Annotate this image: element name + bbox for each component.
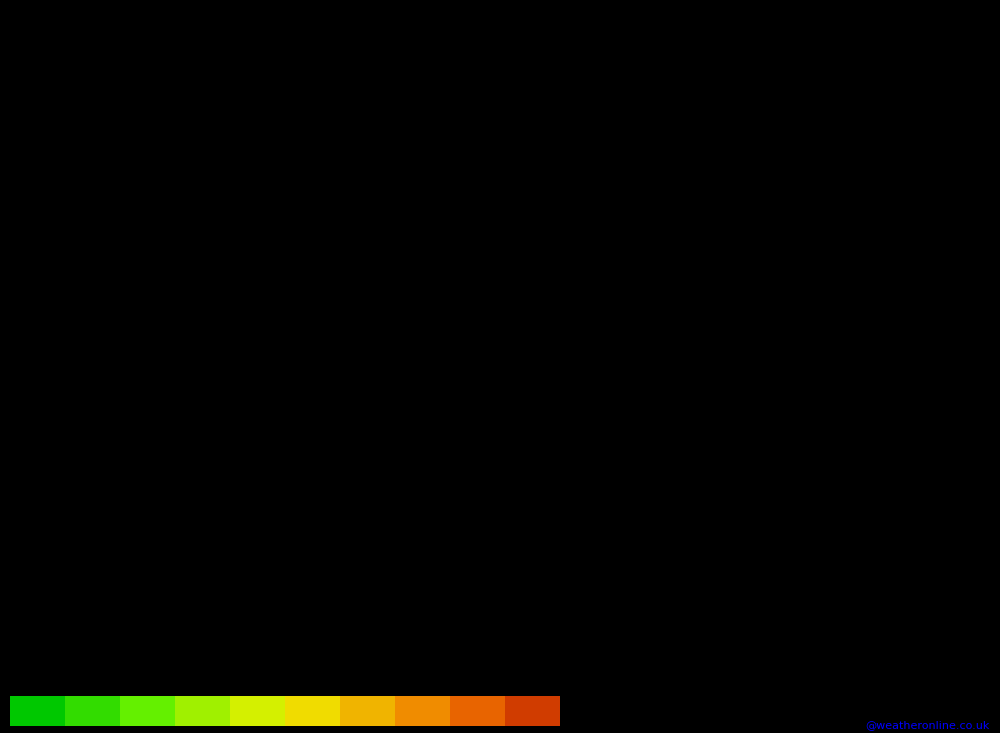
Bar <box>175 696 230 726</box>
Bar <box>450 696 505 726</box>
Bar <box>395 696 450 726</box>
Bar <box>285 696 340 726</box>
Bar <box>120 696 175 726</box>
Text: Height/Temp. 925 hPa mean+σ [gpdm] ECMWF: Height/Temp. 925 hPa mean+σ [gpdm] ECMWF <box>10 686 345 700</box>
Bar <box>230 696 285 726</box>
Bar <box>340 696 395 726</box>
Bar <box>65 696 120 726</box>
Bar <box>10 696 65 726</box>
Text: Fr 24-05-2024 18:00 UTC (18+24): Fr 24-05-2024 18:00 UTC (18+24) <box>750 686 1000 700</box>
Bar <box>505 696 560 726</box>
Text: @weatheronline.co.uk: @weatheronline.co.uk <box>866 720 990 730</box>
